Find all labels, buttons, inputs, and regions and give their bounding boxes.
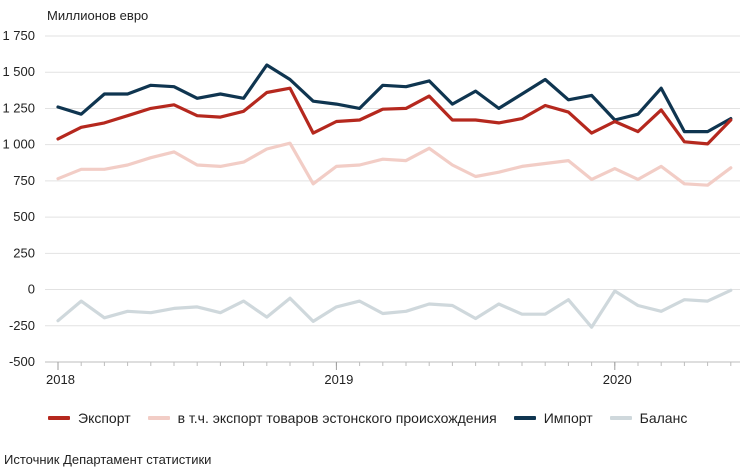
export-line bbox=[56, 86, 733, 146]
x-tick-label: 2018 bbox=[46, 372, 75, 387]
y-tick-label: -250 bbox=[9, 318, 35, 333]
balance-line bbox=[56, 288, 733, 329]
y-tick-label: 500 bbox=[13, 209, 35, 224]
legend-swatch-import bbox=[513, 416, 536, 420]
legend-item-balance[interactable]: Баланс bbox=[609, 410, 688, 426]
legend: Экспорт в т.ч. экспорт товаров эстонског… bbox=[48, 409, 704, 427]
y-tick-label: 1 500 bbox=[2, 64, 35, 79]
line-chart: -500 -250 0 250 500 750 1 000 1 250 1 500 1 750 20… bbox=[2, 28, 740, 387]
import-line bbox=[56, 63, 733, 134]
unit-label: Миллионов евро bbox=[47, 8, 149, 23]
legend-swatch-balance bbox=[609, 416, 632, 420]
legend-label-import: Импорт bbox=[543, 410, 593, 426]
legend-swatch-export bbox=[48, 416, 70, 420]
source-note: Источник Департамент статистики bbox=[4, 452, 212, 467]
y-tick-label: 1 000 bbox=[2, 137, 35, 152]
y-tick-label: 250 bbox=[13, 245, 35, 260]
y-tick-label: 750 bbox=[13, 173, 35, 188]
legend-swatch-estonian-export bbox=[147, 416, 170, 420]
legend-label-estonian-export: в т.ч. экспорт товаров эстонского происх… bbox=[177, 410, 497, 426]
legend-item-import[interactable]: Импорт bbox=[513, 410, 593, 426]
legend-item-export[interactable]: Экспорт bbox=[48, 410, 131, 426]
x-tick-label: 2020 bbox=[603, 372, 632, 387]
legend-item-estonian-export[interactable]: в т.ч. экспорт товаров эстонского происх… bbox=[147, 410, 497, 426]
y-tick-label: 1 250 bbox=[2, 100, 35, 115]
y-tick-label: 1 750 bbox=[2, 28, 35, 43]
legend-label-balance: Баланс bbox=[639, 410, 688, 426]
y-tick-label: 0 bbox=[28, 282, 35, 297]
y-tick-label: -500 bbox=[9, 354, 35, 369]
legend-label-export: Экспорт bbox=[78, 410, 131, 426]
estonian-export-line bbox=[56, 141, 733, 187]
x-tick-label: 2019 bbox=[324, 372, 353, 387]
